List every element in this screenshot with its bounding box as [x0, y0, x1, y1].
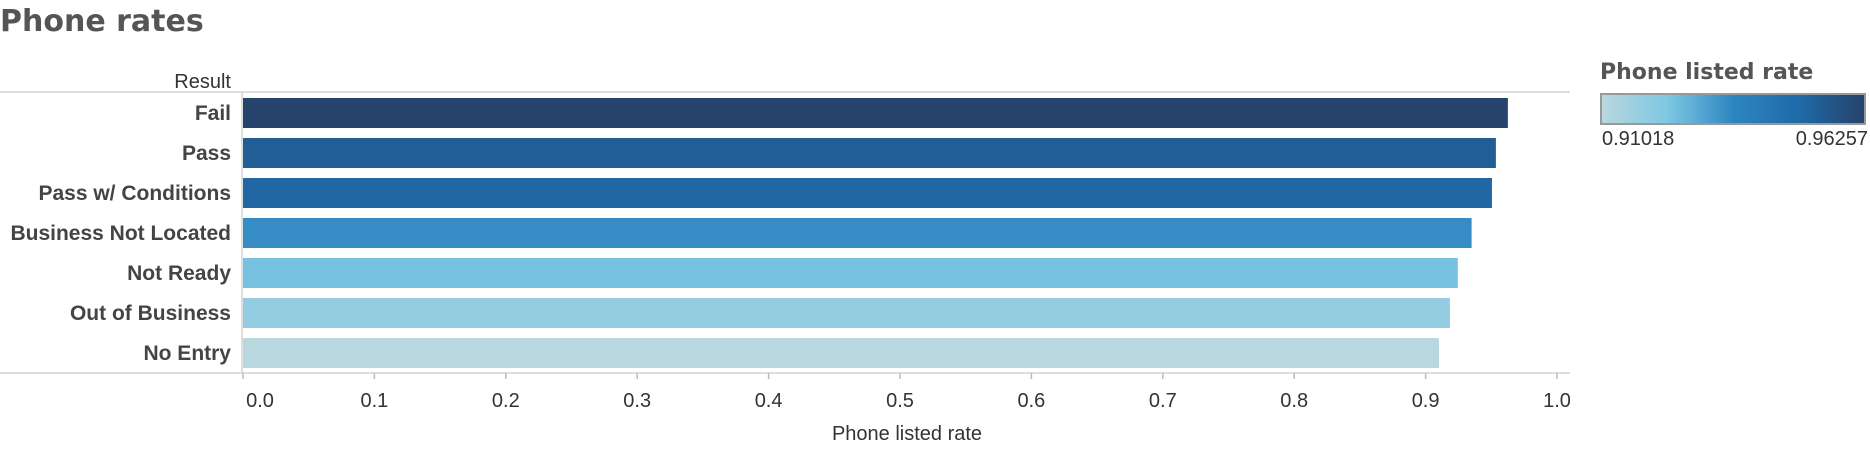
x-tick-label: 0.0	[246, 390, 274, 412]
bar-fail	[243, 98, 1508, 128]
category-labels: Fail Pass Pass w/ Conditions Business Not L…	[10, 102, 231, 365]
x-axis-label: Phone listed rate	[832, 423, 982, 445]
category-label: Out of Business	[70, 302, 231, 325]
plot-frame	[0, 91, 1570, 374]
bar-pass-w-conditions	[243, 178, 1492, 208]
x-tick-label: 0.6	[1017, 390, 1045, 412]
x-tick-label: 0.7	[1149, 390, 1177, 412]
legend-title: Phone listed rate	[1600, 60, 1814, 85]
category-label: Fail	[195, 102, 231, 125]
bar-pass	[243, 138, 1496, 168]
category-label: Pass w/ Conditions	[38, 182, 231, 205]
color-legend: Phone listed rate 0.91018 0.96257	[1600, 60, 1868, 150]
legend-max-label: 0.96257	[1795, 128, 1868, 150]
x-tick-label: 0.8	[1280, 390, 1308, 412]
category-label: Business Not Located	[10, 222, 231, 245]
x-tick-label: 0.1	[360, 390, 388, 412]
legend-min-label: 0.91018	[1602, 128, 1675, 150]
category-label: Pass	[182, 142, 231, 165]
x-axis-ticks: 0.0 0.1 0.2 0.3 0.4 0.5 0.6 0.7 0.8 0.9 1.0	[242, 373, 1570, 412]
x-tick-label: 0.2	[492, 390, 520, 412]
x-tick-label: 0.4	[755, 390, 783, 412]
x-tick-label: 0.9	[1412, 390, 1440, 412]
x-tick-label: 0.3	[623, 390, 651, 412]
bar-not-ready	[243, 258, 1458, 288]
bar-no-entry	[243, 338, 1440, 368]
bar-business-not-located	[243, 218, 1472, 248]
category-label: No Entry	[143, 342, 231, 365]
legend-gradient-bar	[1600, 93, 1866, 125]
bar-chart: Result Fail Pass Pass w/ Conditions Busines…	[0, 71, 1570, 445]
bars	[243, 98, 1508, 368]
x-tick-label: 1.0	[1543, 390, 1570, 412]
chart-title: Phone rates	[0, 4, 204, 39]
category-label: Not Ready	[127, 262, 231, 285]
bar-out-of-business	[243, 298, 1450, 328]
row-header: Result	[174, 71, 231, 93]
x-tick-label: 0.5	[886, 390, 914, 412]
